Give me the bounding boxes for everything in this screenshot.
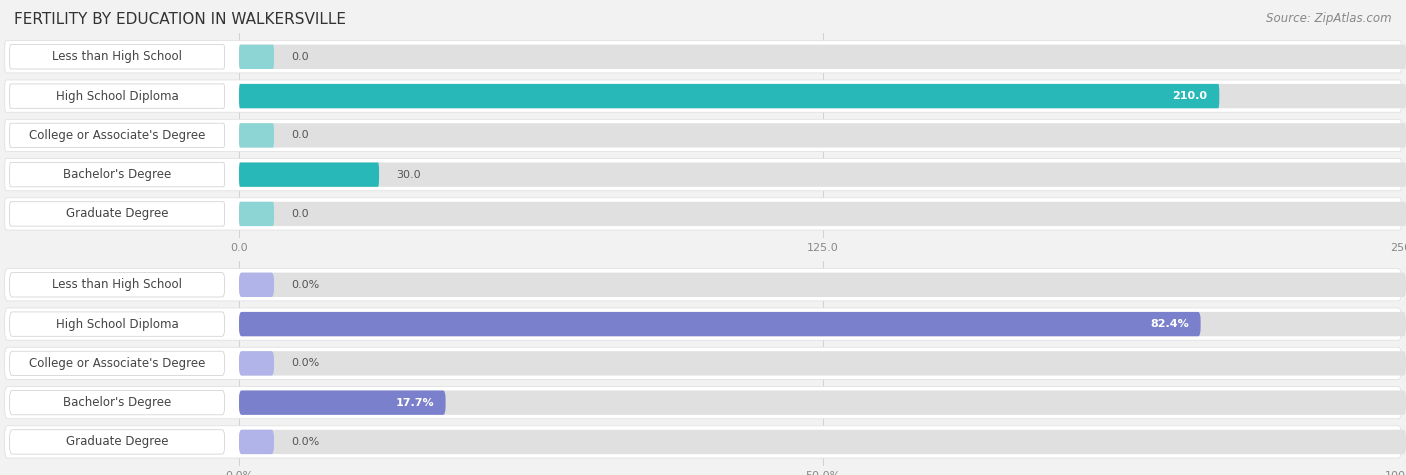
FancyBboxPatch shape <box>10 351 225 376</box>
FancyBboxPatch shape <box>4 387 1402 419</box>
Text: College or Associate's Degree: College or Associate's Degree <box>30 357 205 370</box>
Text: 30.0: 30.0 <box>396 170 422 180</box>
FancyBboxPatch shape <box>239 312 1201 336</box>
FancyBboxPatch shape <box>239 162 380 187</box>
FancyBboxPatch shape <box>10 430 225 454</box>
FancyBboxPatch shape <box>239 202 274 226</box>
FancyBboxPatch shape <box>10 162 225 187</box>
Text: 0.0: 0.0 <box>291 52 309 62</box>
FancyBboxPatch shape <box>239 202 1406 226</box>
Text: Graduate Degree: Graduate Degree <box>66 208 169 220</box>
Text: High School Diploma: High School Diploma <box>56 90 179 103</box>
FancyBboxPatch shape <box>4 119 1402 152</box>
Text: 0.0: 0.0 <box>291 130 309 141</box>
FancyBboxPatch shape <box>239 273 274 297</box>
Text: Bachelor's Degree: Bachelor's Degree <box>63 396 172 409</box>
Text: 17.7%: 17.7% <box>395 398 434 408</box>
Text: 0.0%: 0.0% <box>291 358 319 369</box>
FancyBboxPatch shape <box>239 45 274 69</box>
Text: FERTILITY BY EDUCATION IN WALKERSVILLE: FERTILITY BY EDUCATION IN WALKERSVILLE <box>14 12 346 27</box>
FancyBboxPatch shape <box>239 430 1406 454</box>
FancyBboxPatch shape <box>4 269 1402 301</box>
FancyBboxPatch shape <box>4 308 1402 340</box>
FancyBboxPatch shape <box>239 123 1406 148</box>
Text: 0.0%: 0.0% <box>291 437 319 447</box>
FancyBboxPatch shape <box>239 312 1406 336</box>
Text: 0.0: 0.0 <box>291 209 309 219</box>
FancyBboxPatch shape <box>239 273 1406 297</box>
FancyBboxPatch shape <box>4 41 1402 73</box>
Text: Less than High School: Less than High School <box>52 50 183 63</box>
Text: 0.0%: 0.0% <box>291 280 319 290</box>
FancyBboxPatch shape <box>10 202 225 226</box>
FancyBboxPatch shape <box>239 162 1406 187</box>
Text: 82.4%: 82.4% <box>1150 319 1189 329</box>
FancyBboxPatch shape <box>239 84 1219 108</box>
FancyBboxPatch shape <box>10 123 225 148</box>
FancyBboxPatch shape <box>4 426 1402 458</box>
FancyBboxPatch shape <box>239 430 274 454</box>
FancyBboxPatch shape <box>239 84 1406 108</box>
FancyBboxPatch shape <box>4 198 1402 230</box>
FancyBboxPatch shape <box>239 123 274 148</box>
Text: Less than High School: Less than High School <box>52 278 183 291</box>
Text: Graduate Degree: Graduate Degree <box>66 436 169 448</box>
FancyBboxPatch shape <box>10 273 225 297</box>
Text: College or Associate's Degree: College or Associate's Degree <box>30 129 205 142</box>
Text: High School Diploma: High School Diploma <box>56 318 179 331</box>
Text: Source: ZipAtlas.com: Source: ZipAtlas.com <box>1267 12 1392 25</box>
FancyBboxPatch shape <box>239 390 1406 415</box>
FancyBboxPatch shape <box>239 351 1406 376</box>
FancyBboxPatch shape <box>10 45 225 69</box>
FancyBboxPatch shape <box>4 347 1402 380</box>
FancyBboxPatch shape <box>239 351 274 376</box>
FancyBboxPatch shape <box>239 45 1406 69</box>
FancyBboxPatch shape <box>10 390 225 415</box>
FancyBboxPatch shape <box>239 390 446 415</box>
FancyBboxPatch shape <box>4 80 1402 112</box>
Text: Bachelor's Degree: Bachelor's Degree <box>63 168 172 181</box>
Text: 210.0: 210.0 <box>1173 91 1208 101</box>
FancyBboxPatch shape <box>10 84 225 108</box>
FancyBboxPatch shape <box>10 312 225 336</box>
FancyBboxPatch shape <box>4 159 1402 191</box>
